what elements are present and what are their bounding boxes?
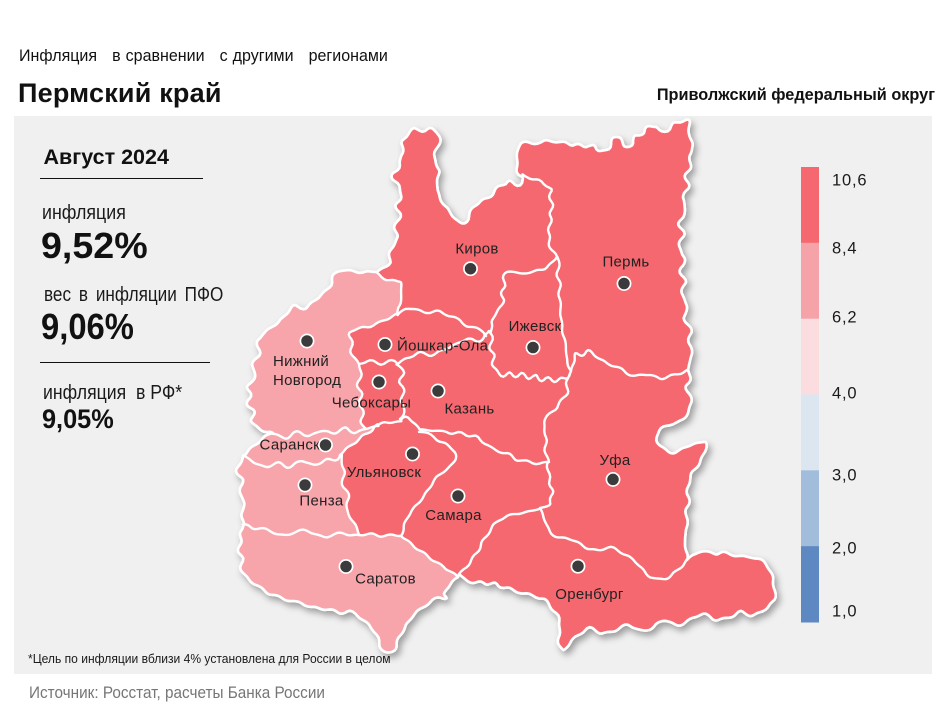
svg-text:Нижний: Нижний bbox=[273, 353, 329, 370]
svg-text:Киров: Киров bbox=[455, 241, 498, 258]
svg-text:1,0: 1,0 bbox=[832, 603, 857, 621]
svg-text:Чебоксары: Чебоксары bbox=[332, 394, 412, 411]
svg-text:Ижевск: Ижевск bbox=[509, 318, 562, 335]
svg-text:Саратов: Саратов bbox=[355, 570, 416, 587]
svg-text:Самара: Самара bbox=[425, 507, 482, 524]
svg-text:8,4: 8,4 bbox=[832, 240, 857, 258]
svg-text:Уфа: Уфа bbox=[599, 452, 630, 469]
svg-text:Новгород: Новгород bbox=[273, 372, 341, 389]
svg-text:10,6: 10,6 bbox=[832, 172, 867, 190]
svg-text:6,2: 6,2 bbox=[832, 309, 857, 327]
svg-text:4,0: 4,0 bbox=[832, 385, 857, 403]
svg-text:Пенза: Пенза bbox=[299, 493, 343, 510]
svg-text:Йошкар-Ола: Йошкар-Ола bbox=[397, 337, 489, 355]
svg-text:Пермь: Пермь bbox=[602, 254, 649, 271]
svg-text:3,0: 3,0 bbox=[832, 467, 857, 485]
svg-text:2,0: 2,0 bbox=[832, 540, 857, 558]
svg-text:Казань: Казань bbox=[444, 401, 494, 418]
svg-text:Ульяновск: Ульяновск bbox=[347, 464, 422, 481]
svg-text:Оренбург: Оренбург bbox=[555, 586, 624, 603]
svg-text:Саранск: Саранск bbox=[260, 437, 321, 454]
